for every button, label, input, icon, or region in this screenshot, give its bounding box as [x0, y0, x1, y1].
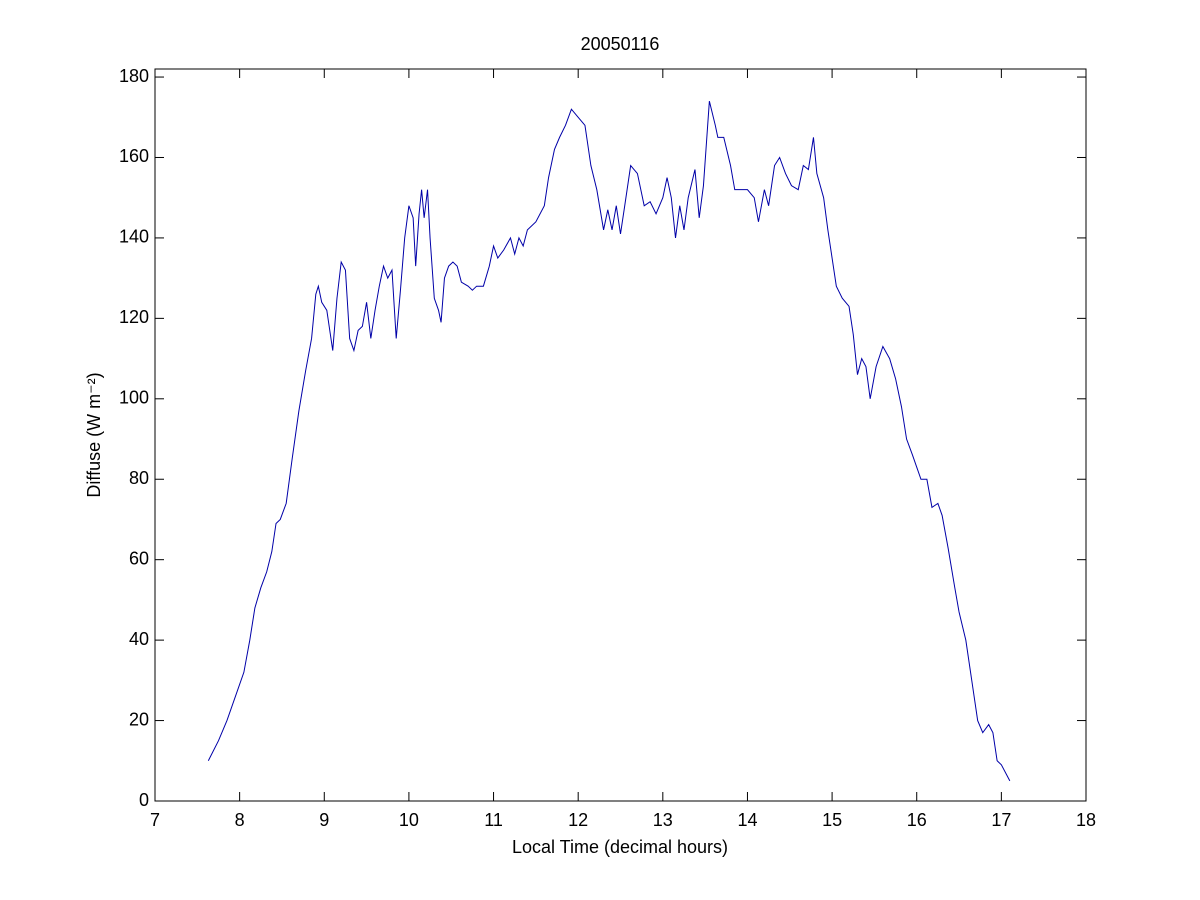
x-tick-label: 18 [1076, 810, 1096, 830]
x-tick-label: 17 [991, 810, 1011, 830]
y-tick-label: 120 [119, 307, 149, 327]
x-tick-label: 8 [235, 810, 245, 830]
y-tick-label: 0 [139, 790, 149, 810]
y-tick-label: 60 [129, 548, 149, 568]
y-tick-label: 40 [129, 629, 149, 649]
y-tick-label: 180 [119, 66, 149, 86]
x-tick-label: 10 [399, 810, 419, 830]
y-tick-label: 20 [129, 709, 149, 729]
x-tick-label: 9 [319, 810, 329, 830]
plot-area [154, 68, 1087, 802]
y-tick-label: 80 [129, 468, 149, 488]
y-tick-label: 100 [119, 388, 149, 408]
x-tick-label: 11 [484, 810, 503, 830]
y-tick-label: 160 [119, 146, 149, 166]
x-axis-label: Local Time (decimal hours) [512, 837, 728, 857]
x-tick-label: 12 [568, 810, 588, 830]
x-tick-label: 15 [822, 810, 842, 830]
x-tick-label: 16 [907, 810, 927, 830]
x-tick-label: 7 [150, 810, 160, 830]
data-line [207, 101, 1011, 782]
chart-title: 20050116 [581, 34, 660, 54]
y-tick-label: 140 [119, 227, 149, 247]
x-tick-label: 14 [737, 810, 757, 830]
x-tick-label: 13 [653, 810, 673, 830]
y-axis-label: Diffuse (W m⁻²) [84, 372, 104, 497]
